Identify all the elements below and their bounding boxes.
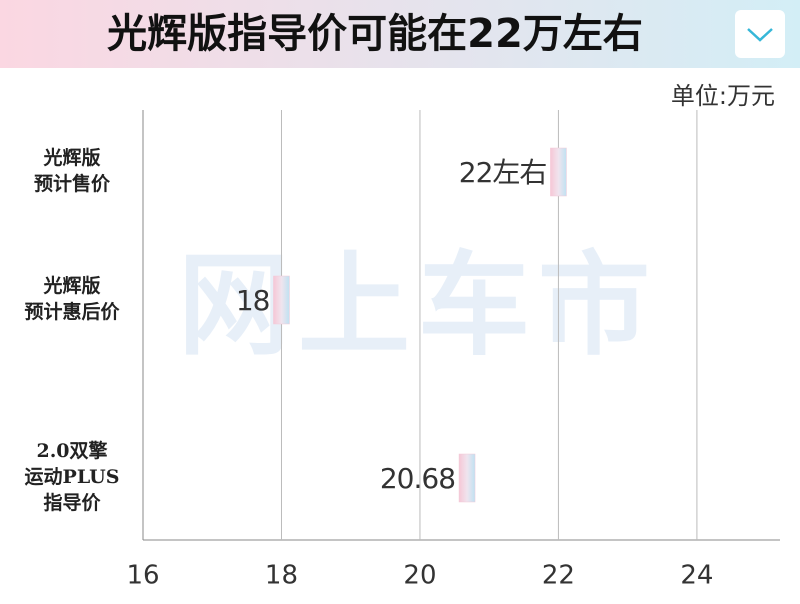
dropdown-button[interactable]	[735, 10, 785, 58]
value-label: 18	[236, 284, 270, 317]
x-tick-label: 16	[126, 561, 159, 591]
unit-label: 单位:万元	[671, 82, 775, 110]
value-label: 20.68	[380, 462, 455, 495]
x-tick-label: 24	[680, 561, 713, 591]
x-tick-label: 18	[265, 561, 298, 591]
y-tick-label: 2.0双擎运动PLUS 指导价	[25, 439, 120, 514]
x-tick-label: 22	[542, 561, 575, 591]
chart-title: 光辉版指导价可能在22万左右	[107, 11, 643, 57]
y-tick-label: 光辉版预计惠后价	[24, 274, 120, 323]
bar-marker	[458, 453, 476, 503]
header-bg	[0, 0, 800, 68]
bar-marker	[273, 275, 290, 325]
bar-marker	[550, 147, 567, 197]
watermark: 网上车市	[178, 241, 658, 371]
x-tick-label: 20	[403, 561, 436, 591]
y-tick-label: 光辉版预计售价	[34, 146, 111, 195]
value-label: 22左右	[459, 156, 547, 189]
